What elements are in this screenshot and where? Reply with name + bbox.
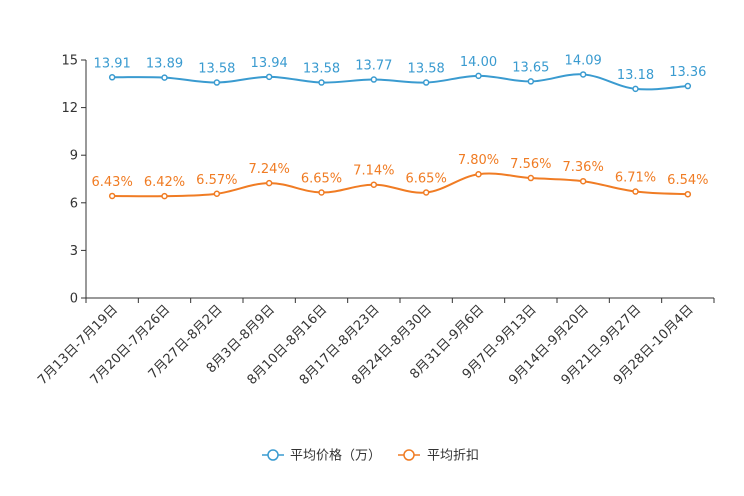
data-label: 6.54% xyxy=(667,173,708,188)
data-label: 13.36 xyxy=(669,65,706,80)
data-point xyxy=(579,177,587,185)
data-point xyxy=(684,190,692,198)
data-point xyxy=(108,74,116,81)
data-point xyxy=(318,189,325,196)
data-label: 13.58 xyxy=(198,62,235,77)
data-label: 7.14% xyxy=(353,164,394,179)
data-label: 13.58 xyxy=(303,62,340,77)
data-label: 14.00 xyxy=(460,55,497,70)
data-point xyxy=(527,174,535,182)
data-label: 13.65 xyxy=(512,60,549,75)
data-label: 6.71% xyxy=(615,171,656,186)
data-label: 13.18 xyxy=(617,68,654,83)
y-tick-label: 12 xyxy=(61,101,78,116)
data-point xyxy=(684,82,692,90)
data-label: 13.58 xyxy=(408,62,445,77)
data-label: 13.91 xyxy=(94,56,131,71)
y-tick-label: 0 xyxy=(70,292,78,307)
data-point xyxy=(265,73,273,81)
data-point xyxy=(213,79,221,86)
data-label: 6.65% xyxy=(406,171,447,186)
data-point xyxy=(370,181,378,188)
data-point xyxy=(632,85,639,93)
data-point xyxy=(370,76,378,83)
data-label: 6.42% xyxy=(144,175,185,190)
data-label: 13.94 xyxy=(251,56,288,71)
legend-label: 平均价格（万） xyxy=(290,448,381,464)
series-line-1 xyxy=(112,172,688,198)
data-point xyxy=(161,192,168,200)
legend-label: 平均折扣 xyxy=(427,449,479,464)
data-point xyxy=(422,189,430,196)
data-point xyxy=(579,71,587,78)
data-label: 7.56% xyxy=(510,157,551,172)
y-tick-label: 9 xyxy=(70,149,78,164)
legend-marker xyxy=(267,449,279,461)
data-point xyxy=(265,179,273,187)
data-point xyxy=(213,190,221,198)
legend-item-1: 平均折扣 xyxy=(398,449,479,464)
data-label: 14.09 xyxy=(565,53,602,68)
data-point xyxy=(318,79,325,86)
data-label: 6.65% xyxy=(301,171,342,186)
y-tick-label: 6 xyxy=(70,196,78,211)
data-label: 6.57% xyxy=(196,173,237,188)
data-label: 6.43% xyxy=(92,175,133,190)
y-tick-label: 3 xyxy=(70,244,78,259)
data-label: 7.80% xyxy=(458,153,499,168)
legend-item-0: 平均价格（万） xyxy=(262,448,381,464)
data-point xyxy=(475,170,482,178)
data-label: 13.89 xyxy=(146,57,183,72)
series-line-0 xyxy=(112,73,688,91)
legend-marker xyxy=(403,449,415,461)
data-point xyxy=(422,79,430,86)
y-tick-label: 15 xyxy=(61,54,78,69)
data-label: 13.77 xyxy=(355,59,392,74)
data-point xyxy=(632,188,639,195)
data-label: 7.24% xyxy=(249,162,290,177)
data-point xyxy=(475,72,482,80)
data-point xyxy=(161,74,168,81)
data-point xyxy=(108,192,116,200)
data-label: 7.36% xyxy=(563,160,604,175)
data-point xyxy=(527,78,535,85)
